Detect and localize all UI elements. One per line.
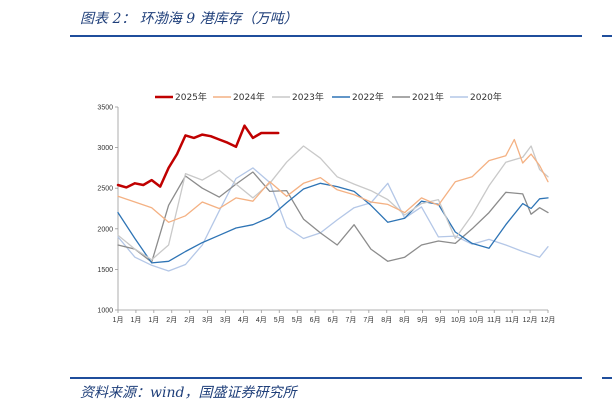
y-tick-label: 2000 (97, 226, 113, 233)
x-tick-label: 3月 (220, 316, 231, 324)
top-divider-right (602, 35, 612, 37)
figure-title: 图表 2： 环渤海 9 港库存（万吨） (80, 11, 298, 27)
x-tick-label: 12月 (523, 316, 538, 324)
legend-label: 2021年 (412, 91, 444, 103)
x-tick-label: 7月 (363, 316, 374, 324)
x-tick-label: 6月 (310, 316, 321, 324)
bottom-divider (70, 377, 582, 379)
bottom-divider-right (602, 377, 612, 379)
x-tick-label: 3月 (202, 316, 213, 324)
series-line-2022年 (117, 182, 549, 264)
y-tick-label: 1500 (97, 267, 113, 274)
x-tick-label: 8月 (381, 316, 392, 324)
y-tick-label: 2500 (97, 186, 113, 193)
x-tick-label: 7月 (345, 316, 356, 324)
x-tick-label: 5月 (274, 316, 285, 324)
x-tick-label: 12月 (541, 316, 556, 324)
chart-series (116, 124, 549, 272)
x-tick-label: 11月 (487, 316, 501, 324)
x-tick-label: 11月 (505, 316, 519, 324)
chart-legend: 2025年 2024年 2023年 2022年 2021年 2020年 (155, 91, 502, 103)
series-line-2025年 (116, 124, 280, 189)
series-line-2020年 (117, 167, 549, 272)
legend-label: 2023年 (292, 91, 324, 103)
x-tick-label: 9月 (417, 316, 428, 324)
y-tick-label: 3500 (97, 105, 113, 112)
legend-label: 2024年 (233, 91, 265, 103)
x-tick-label: 1月 (113, 316, 124, 324)
x-tick-label: 2月 (184, 316, 195, 324)
series-line-2024年 (117, 138, 549, 223)
series-line-2023年 (117, 145, 549, 261)
legend-label: 2025年 (175, 91, 207, 103)
x-tick-label: 4月 (256, 316, 267, 324)
legend-label: 2022年 (352, 91, 384, 103)
x-tick-label: 2月 (166, 316, 177, 324)
x-tick-label: 8月 (399, 316, 410, 324)
x-tick-label: 4月 (238, 316, 249, 324)
source-note: 资料来源：wind，国盛证券研究所 (80, 385, 297, 401)
x-tick-label: 10月 (451, 316, 466, 324)
y-tick-label: 1000 (97, 308, 113, 315)
x-tick-label: 1月 (148, 316, 159, 324)
x-tick-label: 5月 (292, 316, 303, 324)
series-line-2021年 (117, 171, 549, 263)
x-tick-label: 9月 (435, 316, 446, 324)
x-tick-label: 10月 (469, 316, 484, 324)
legend-label: 2020年 (470, 91, 502, 103)
y-tick-label: 3000 (97, 145, 113, 152)
x-tick-label: 1月 (130, 316, 141, 324)
top-divider (70, 35, 582, 37)
y-axis: 1000 1500 2000 2500 3000 3500 (97, 105, 119, 315)
x-axis: 1月 1月 1月 2月 2月 3月 3月 4月 4月 5月 5月 6月 6月 7月 7月 8月 8月 9月 9月 10… (113, 309, 556, 324)
x-tick-label: 6月 (328, 316, 339, 324)
